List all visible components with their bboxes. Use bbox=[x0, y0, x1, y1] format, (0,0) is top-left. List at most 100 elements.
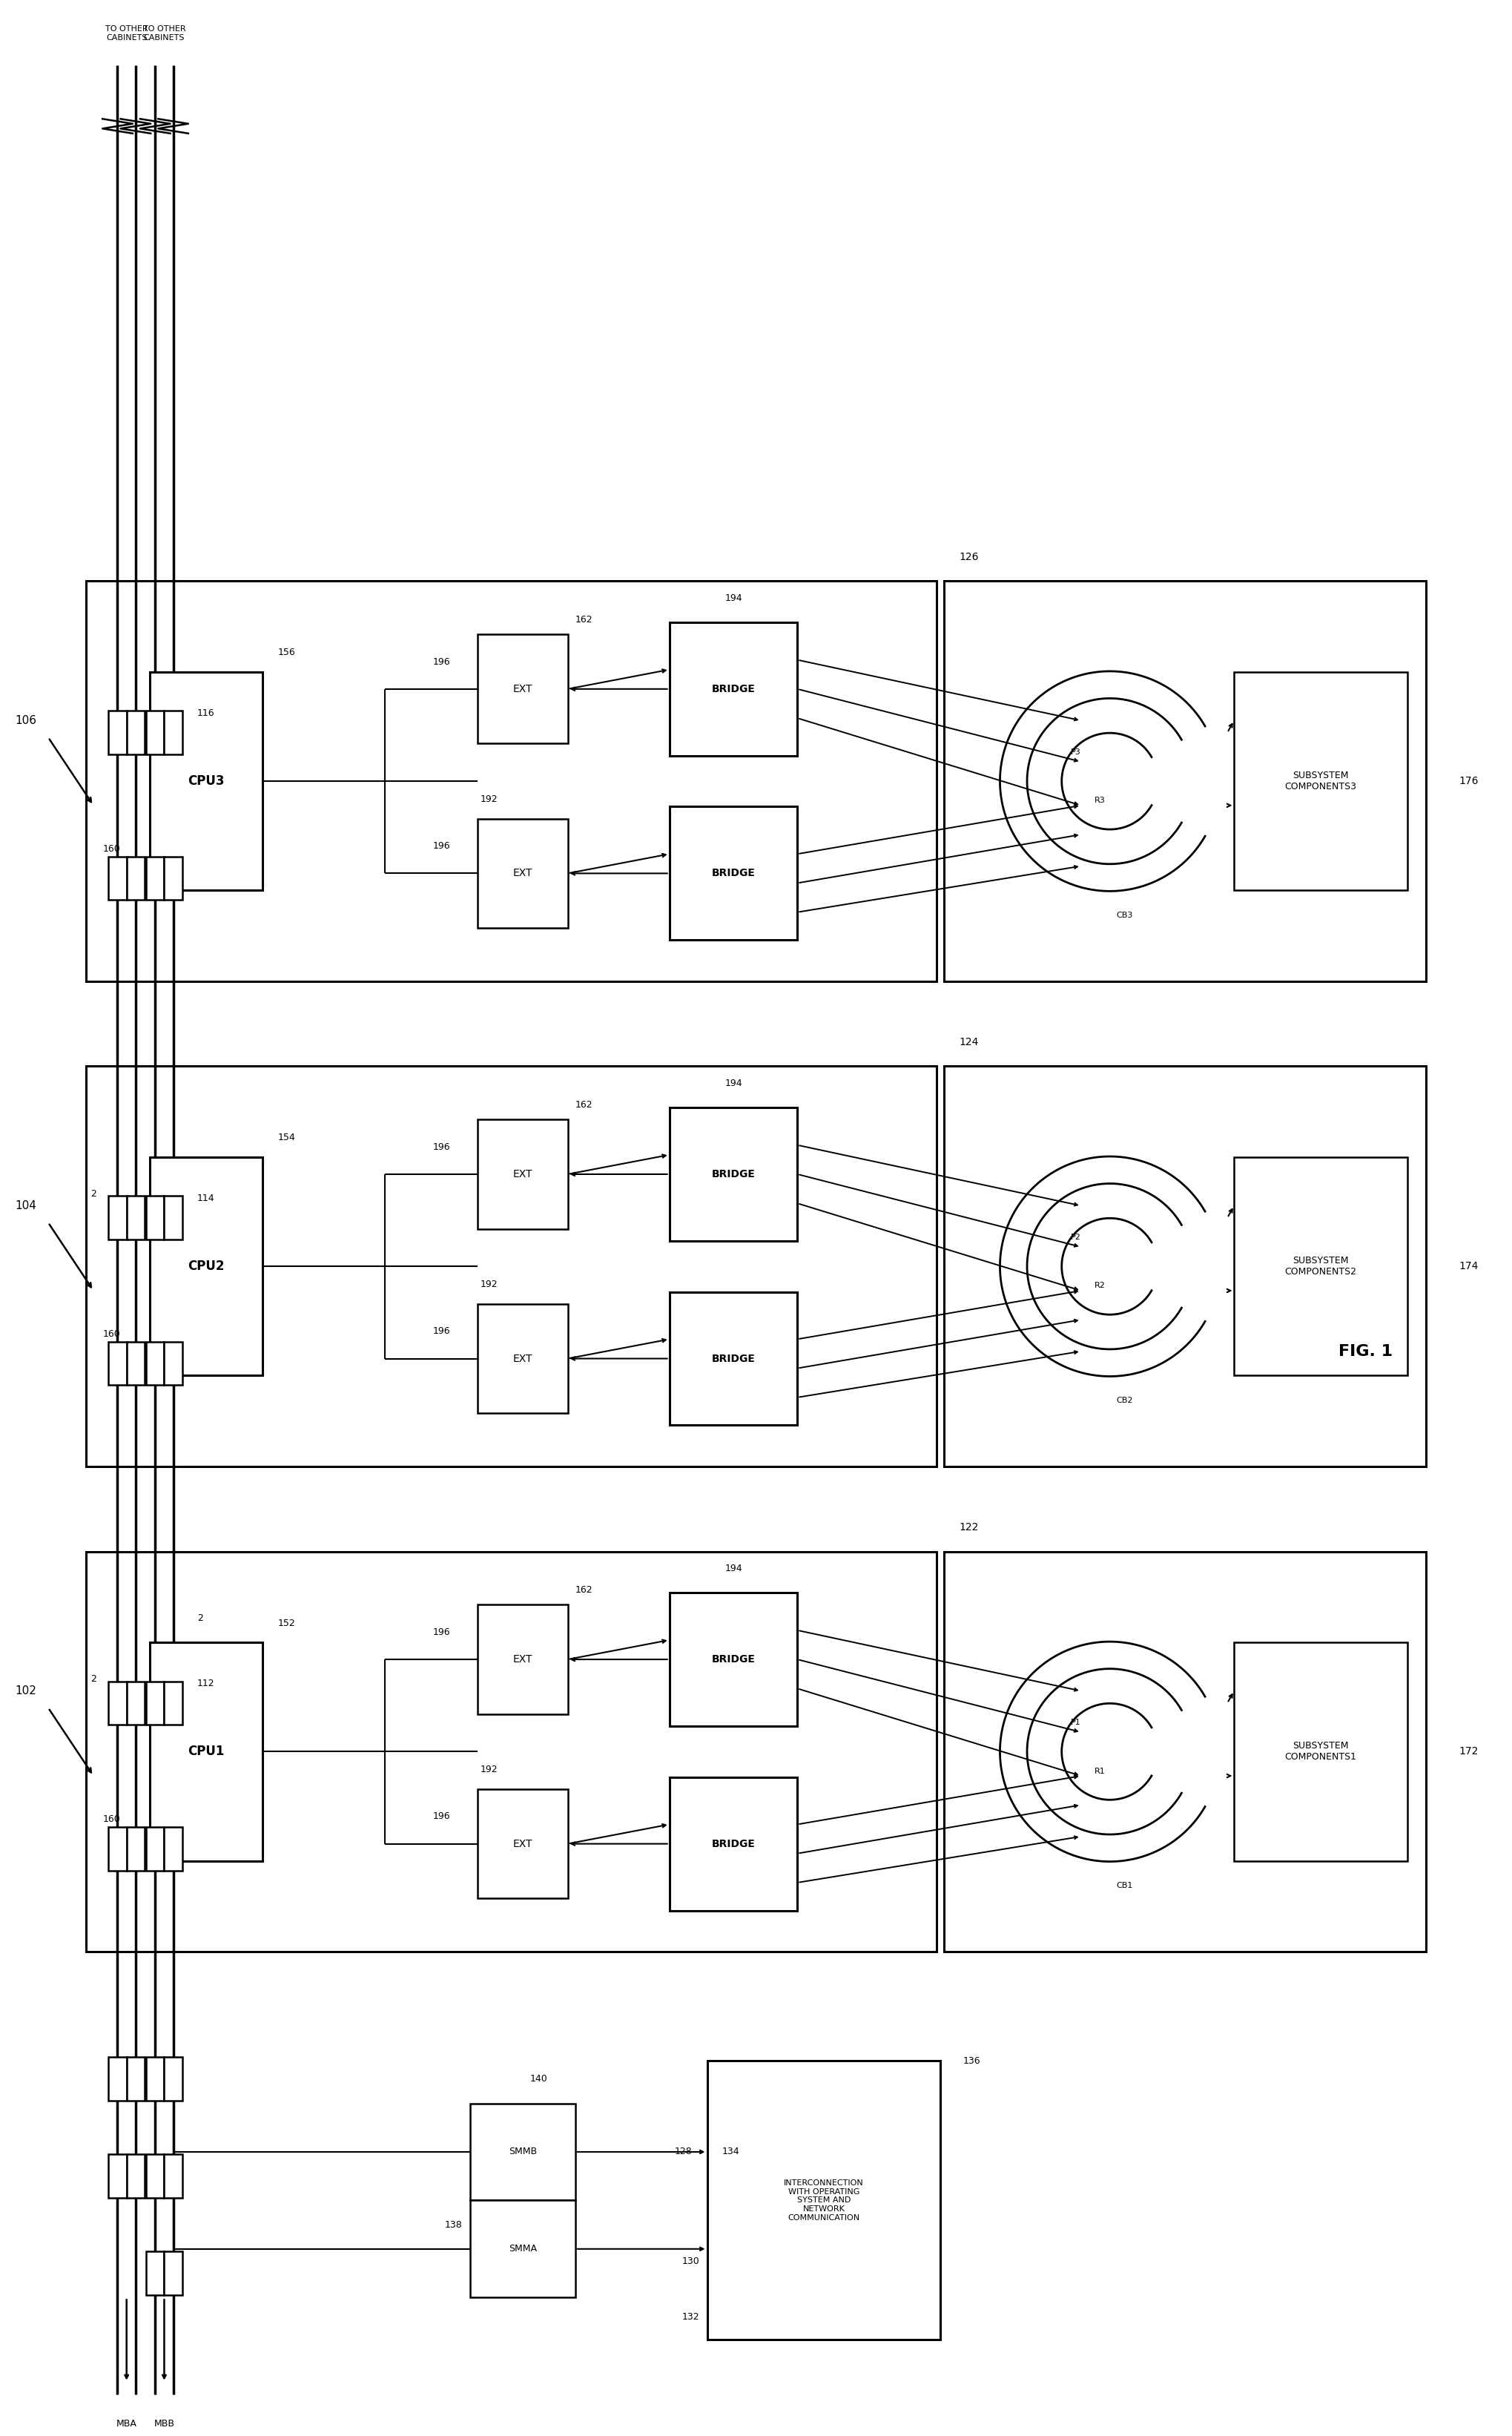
Text: BRIDGE: BRIDGE bbox=[712, 1169, 754, 1179]
Text: R1: R1 bbox=[1095, 1766, 1105, 1776]
Text: 160: 160 bbox=[103, 1815, 121, 1825]
Text: BRIDGE: BRIDGE bbox=[712, 685, 754, 694]
Bar bbox=[1234, 1642, 1408, 1861]
Bar bbox=[670, 1778, 797, 1910]
Text: 196: 196 bbox=[432, 1328, 451, 1335]
Text: 122: 122 bbox=[959, 1522, 978, 1532]
Bar bbox=[943, 1552, 1426, 1951]
Bar bbox=[109, 1342, 127, 1386]
Text: 2: 2 bbox=[198, 1613, 203, 1622]
Text: 194: 194 bbox=[724, 1079, 742, 1089]
Bar bbox=[109, 1827, 127, 1871]
Text: SMMA: SMMA bbox=[508, 2244, 537, 2253]
Bar bbox=[147, 711, 165, 755]
Bar bbox=[670, 806, 797, 940]
Bar bbox=[109, 2153, 127, 2197]
Bar bbox=[127, 2058, 145, 2100]
Bar bbox=[147, 857, 165, 899]
Text: CB1: CB1 bbox=[1117, 1883, 1132, 1890]
Text: 138: 138 bbox=[445, 2219, 463, 2229]
Bar bbox=[478, 1121, 569, 1228]
Text: TO OTHER
CABINETS: TO OTHER CABINETS bbox=[142, 24, 186, 41]
Text: 130: 130 bbox=[682, 2256, 700, 2265]
Text: BRIDGE: BRIDGE bbox=[712, 1839, 754, 1849]
Bar bbox=[478, 1605, 569, 1715]
Bar bbox=[127, 711, 145, 755]
Text: 112: 112 bbox=[198, 1678, 215, 1688]
Text: 196: 196 bbox=[432, 658, 451, 667]
Text: 196: 196 bbox=[432, 1812, 451, 1822]
Text: SUBSYSTEM
COMPONENTS2: SUBSYSTEM COMPONENTS2 bbox=[1285, 1257, 1356, 1276]
Text: 194: 194 bbox=[724, 1564, 742, 1574]
Text: SMMB: SMMB bbox=[508, 2146, 537, 2156]
Bar bbox=[1234, 672, 1408, 889]
Text: 162: 162 bbox=[575, 1101, 593, 1111]
Bar bbox=[109, 857, 127, 899]
Text: R3: R3 bbox=[1095, 797, 1105, 804]
Text: 124: 124 bbox=[959, 1038, 978, 1047]
Text: 116: 116 bbox=[198, 709, 215, 719]
Text: FIG. 1: FIG. 1 bbox=[1338, 1345, 1393, 1359]
Text: 162: 162 bbox=[575, 1586, 593, 1596]
Text: 196: 196 bbox=[432, 1627, 451, 1637]
Text: P1: P1 bbox=[1070, 1720, 1081, 1727]
Bar bbox=[147, 1196, 165, 1240]
Bar bbox=[109, 1681, 127, 1725]
Bar bbox=[86, 1552, 937, 1951]
Text: EXT: EXT bbox=[513, 1354, 532, 1364]
Text: BRIDGE: BRIDGE bbox=[712, 1354, 754, 1364]
Bar bbox=[670, 621, 797, 755]
Text: 2: 2 bbox=[91, 1674, 97, 1683]
Bar bbox=[86, 1067, 937, 1466]
Text: 192: 192 bbox=[481, 1766, 497, 1773]
Bar bbox=[1234, 1157, 1408, 1376]
Bar bbox=[150, 1642, 263, 1861]
Text: EXT: EXT bbox=[513, 685, 532, 694]
Text: 160: 160 bbox=[103, 1330, 121, 1340]
Bar bbox=[147, 1827, 165, 1871]
Bar bbox=[147, 2251, 165, 2295]
Text: EXT: EXT bbox=[513, 1839, 532, 1849]
Text: EXT: EXT bbox=[513, 1654, 532, 1664]
Text: EXT: EXT bbox=[513, 867, 532, 879]
Text: BRIDGE: BRIDGE bbox=[712, 1654, 754, 1664]
Bar bbox=[147, 2058, 165, 2100]
Text: 194: 194 bbox=[724, 594, 742, 602]
Text: R2: R2 bbox=[1095, 1281, 1105, 1289]
Bar bbox=[109, 711, 127, 755]
Text: 156: 156 bbox=[278, 648, 295, 658]
Text: 136: 136 bbox=[963, 2056, 981, 2066]
Text: CPU1: CPU1 bbox=[187, 1744, 225, 1759]
Bar bbox=[165, 1342, 183, 1386]
Text: TO OTHER
CABINETS: TO OTHER CABINETS bbox=[106, 24, 148, 41]
Text: 162: 162 bbox=[575, 614, 593, 624]
Bar bbox=[127, 857, 145, 899]
Bar bbox=[165, 1827, 183, 1871]
Bar bbox=[478, 1303, 569, 1413]
Text: 172: 172 bbox=[1459, 1747, 1479, 1756]
Bar bbox=[147, 1681, 165, 1725]
Bar bbox=[127, 1681, 145, 1725]
Bar bbox=[670, 1291, 797, 1425]
Text: P2: P2 bbox=[1070, 1233, 1081, 1240]
Bar bbox=[109, 1196, 127, 1240]
Text: CPU3: CPU3 bbox=[187, 775, 225, 787]
Bar bbox=[150, 672, 263, 889]
Text: 104: 104 bbox=[15, 1201, 36, 1211]
Bar bbox=[943, 1067, 1426, 1466]
Text: 102: 102 bbox=[15, 1686, 36, 1695]
Bar bbox=[165, 711, 183, 755]
Bar bbox=[670, 1593, 797, 1727]
Text: 196: 196 bbox=[432, 1142, 451, 1152]
Bar bbox=[708, 2061, 940, 2341]
Bar bbox=[165, 857, 183, 899]
Text: BRIDGE: BRIDGE bbox=[712, 867, 754, 879]
Text: 154: 154 bbox=[278, 1133, 295, 1142]
Bar bbox=[478, 1788, 569, 1898]
Text: SUBSYSTEM
COMPONENTS1: SUBSYSTEM COMPONENTS1 bbox=[1285, 1742, 1356, 1761]
Bar bbox=[86, 582, 937, 982]
Text: 196: 196 bbox=[432, 840, 451, 850]
Text: 160: 160 bbox=[103, 845, 121, 855]
Text: 132: 132 bbox=[682, 2312, 700, 2322]
Text: 134: 134 bbox=[723, 2146, 739, 2156]
